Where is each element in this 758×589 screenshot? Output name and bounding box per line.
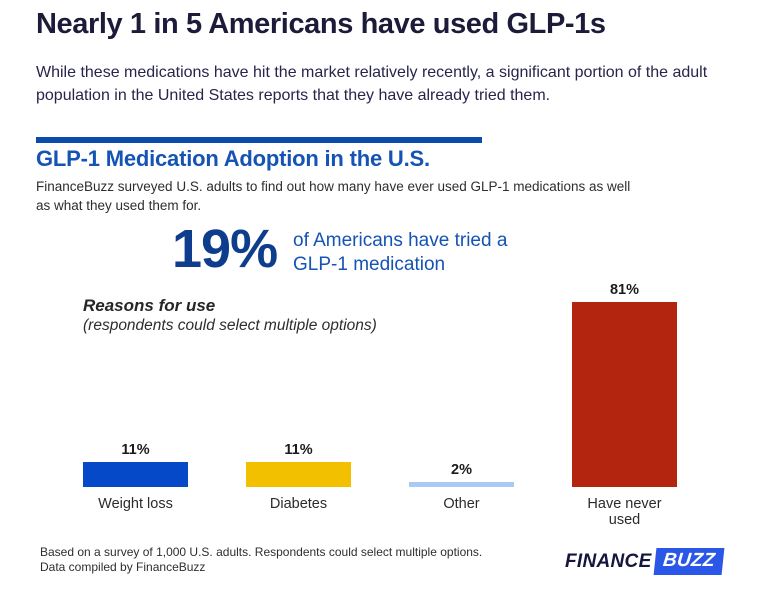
bar-group-other: 2% xyxy=(409,462,514,487)
bar-chart-labels: Weight loss Diabetes Other Have never used xyxy=(83,496,677,528)
source-note-line-2: Data compiled by FinanceBuzz xyxy=(40,560,206,574)
logo-finance-text: FINANCE xyxy=(565,550,652,572)
reasons-for-use-label: Reasons for use xyxy=(83,296,216,315)
chart-description-line-2: as what they used them for. xyxy=(36,198,202,213)
stat-description-line-1: of Americans have tried a xyxy=(293,230,508,251)
bar-category-label-diabetes: Diabetes xyxy=(269,496,328,512)
accent-rule xyxy=(36,137,482,143)
intro-line-2: population in the United States reports … xyxy=(36,87,551,104)
intro-line-1: While these medications have hit the mar… xyxy=(36,64,708,81)
bar-value-label-weight-loss: 11% xyxy=(121,442,150,458)
reasons-note: (respondents could select multiple optio… xyxy=(83,317,377,334)
intro-text: While these medications have hit the mar… xyxy=(36,61,707,107)
bar-other xyxy=(409,482,514,487)
logo-buzz-text: BUZZ xyxy=(653,548,724,575)
stat-description: of Americans have tried a GLP-1 medicati… xyxy=(293,229,507,277)
financebuzz-logo: FINANCE BUZZ xyxy=(565,548,724,575)
bar-value-label-have-never-used: 81% xyxy=(609,282,640,298)
bar-category-label-weight-loss: Weight loss xyxy=(98,496,173,512)
bar-value-label-other: 2% xyxy=(451,462,472,478)
page-title: Nearly 1 in 5 Americans have used GLP-1s xyxy=(36,8,606,40)
bar-have-never-used xyxy=(572,302,677,487)
bar-chart-area: 11% 11% 2% 81% xyxy=(83,282,677,487)
bar-group-have-never-used: 81% xyxy=(572,282,677,487)
chart-title: GLP-1 Medication Adoption in the U.S. xyxy=(36,146,430,171)
bar-diabetes xyxy=(246,462,351,487)
source-note-line-1: Based on a survey of 1,000 U.S. adults. … xyxy=(40,545,483,559)
bar-value-label-diabetes: 11% xyxy=(284,442,313,458)
bar-category-label-other: Other xyxy=(443,496,480,512)
stat-description-line-2: GLP-1 medication xyxy=(293,254,446,275)
bar-weight-loss xyxy=(83,462,188,487)
stat-value: 19% xyxy=(172,219,278,279)
chart-description-line-1: FinanceBuzz surveyed U.S. adults to find… xyxy=(36,179,631,194)
bar-category-label-have-never-used: Have never used xyxy=(587,496,662,528)
bar-group-diabetes: 11% xyxy=(246,442,351,487)
chart-description: FinanceBuzz surveyed U.S. adults to find… xyxy=(36,177,630,215)
bar-group-weight-loss: 11% xyxy=(83,442,188,487)
source-note: Based on a survey of 1,000 U.S. adults. … xyxy=(40,545,482,575)
